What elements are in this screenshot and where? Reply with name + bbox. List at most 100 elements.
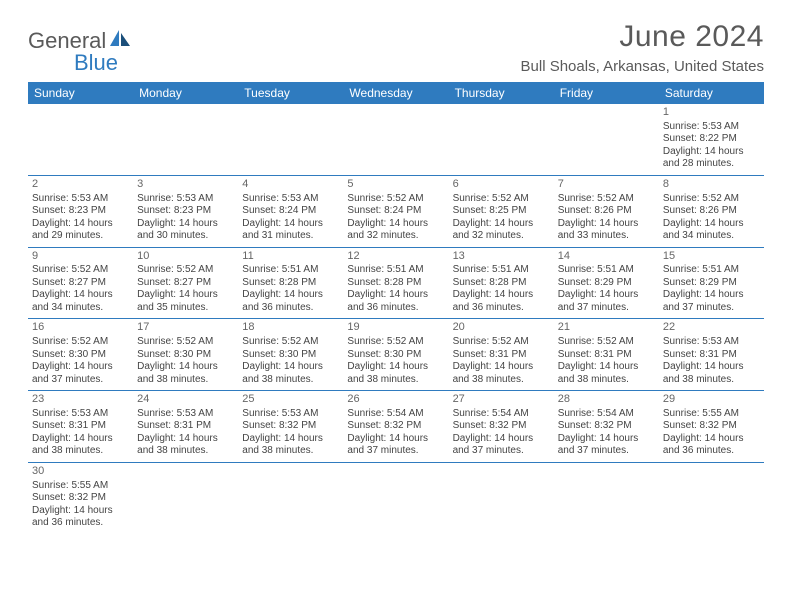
calendar-cell: 6Sunrise: 5:52 AMSunset: 8:25 PMDaylight…	[449, 175, 554, 247]
sunrise-line: Sunrise: 5:51 AM	[453, 264, 550, 277]
daylight-line: Daylight: 14 hours and 36 minutes.	[242, 289, 339, 314]
sunset-line: Sunset: 8:32 PM	[663, 420, 760, 433]
calendar-cell	[343, 462, 448, 533]
daylight-line: Daylight: 14 hours and 36 minutes.	[32, 505, 129, 530]
calendar-header-row: SundayMondayTuesdayWednesdayThursdayFrid…	[28, 82, 764, 104]
sunset-line: Sunset: 8:32 PM	[242, 420, 339, 433]
sunrise-line: Sunrise: 5:54 AM	[347, 408, 444, 421]
calendar-cell	[28, 104, 133, 175]
sunrise-line: Sunrise: 5:52 AM	[453, 336, 550, 349]
sunrise-line: Sunrise: 5:52 AM	[137, 336, 234, 349]
calendar-row: 9Sunrise: 5:52 AMSunset: 8:27 PMDaylight…	[28, 247, 764, 319]
calendar-cell: 20Sunrise: 5:52 AMSunset: 8:31 PMDayligh…	[449, 319, 554, 391]
sunrise-line: Sunrise: 5:52 AM	[32, 336, 129, 349]
logo: General Blue	[28, 28, 132, 76]
calendar-row: 16Sunrise: 5:52 AMSunset: 8:30 PMDayligh…	[28, 319, 764, 391]
sunset-line: Sunset: 8:30 PM	[347, 349, 444, 362]
daylight-line: Daylight: 14 hours and 29 minutes.	[32, 218, 129, 243]
day-number: 14	[558, 250, 655, 264]
day-number: 28	[558, 393, 655, 407]
sunrise-line: Sunrise: 5:52 AM	[558, 336, 655, 349]
daylight-line: Daylight: 14 hours and 38 minutes.	[453, 361, 550, 386]
day-number: 29	[663, 393, 760, 407]
sunset-line: Sunset: 8:32 PM	[453, 420, 550, 433]
sunrise-line: Sunrise: 5:53 AM	[32, 408, 129, 421]
day-number: 13	[453, 250, 550, 264]
daylight-line: Daylight: 14 hours and 38 minutes.	[242, 433, 339, 458]
calendar-cell: 17Sunrise: 5:52 AMSunset: 8:30 PMDayligh…	[133, 319, 238, 391]
calendar-row: 23Sunrise: 5:53 AMSunset: 8:31 PMDayligh…	[28, 391, 764, 463]
calendar-cell: 15Sunrise: 5:51 AMSunset: 8:29 PMDayligh…	[659, 247, 764, 319]
day-number: 8	[663, 178, 760, 192]
calendar-cell: 14Sunrise: 5:51 AMSunset: 8:29 PMDayligh…	[554, 247, 659, 319]
sunset-line: Sunset: 8:22 PM	[663, 133, 760, 146]
sunset-line: Sunset: 8:30 PM	[242, 349, 339, 362]
sunrise-line: Sunrise: 5:52 AM	[347, 336, 444, 349]
sunrise-line: Sunrise: 5:53 AM	[137, 193, 234, 206]
calendar-row: 2Sunrise: 5:53 AMSunset: 8:23 PMDaylight…	[28, 175, 764, 247]
calendar-cell: 30Sunrise: 5:55 AMSunset: 8:32 PMDayligh…	[28, 462, 133, 533]
sunset-line: Sunset: 8:32 PM	[32, 492, 129, 505]
sunset-line: Sunset: 8:26 PM	[558, 205, 655, 218]
day-number: 25	[242, 393, 339, 407]
sunset-line: Sunset: 8:32 PM	[558, 420, 655, 433]
weekday-header: Monday	[133, 82, 238, 104]
sunrise-line: Sunrise: 5:51 AM	[558, 264, 655, 277]
sunrise-line: Sunrise: 5:54 AM	[558, 408, 655, 421]
sunset-line: Sunset: 8:27 PM	[137, 277, 234, 290]
day-number: 3	[137, 178, 234, 192]
daylight-line: Daylight: 14 hours and 32 minutes.	[347, 218, 444, 243]
calendar-row: 30Sunrise: 5:55 AMSunset: 8:32 PMDayligh…	[28, 462, 764, 533]
day-number: 20	[453, 321, 550, 335]
day-number: 30	[32, 465, 129, 479]
sunrise-line: Sunrise: 5:52 AM	[137, 264, 234, 277]
daylight-line: Daylight: 14 hours and 37 minutes.	[32, 361, 129, 386]
day-number: 26	[347, 393, 444, 407]
day-number: 6	[453, 178, 550, 192]
sunrise-line: Sunrise: 5:54 AM	[453, 408, 550, 421]
daylight-line: Daylight: 14 hours and 28 minutes.	[663, 146, 760, 171]
sunset-line: Sunset: 8:32 PM	[347, 420, 444, 433]
day-number: 2	[32, 178, 129, 192]
calendar-cell	[133, 462, 238, 533]
sunrise-line: Sunrise: 5:51 AM	[663, 264, 760, 277]
daylight-line: Daylight: 14 hours and 38 minutes.	[663, 361, 760, 386]
daylight-line: Daylight: 14 hours and 35 minutes.	[137, 289, 234, 314]
sunrise-line: Sunrise: 5:55 AM	[663, 408, 760, 421]
daylight-line: Daylight: 14 hours and 32 minutes.	[453, 218, 550, 243]
calendar-cell: 22Sunrise: 5:53 AMSunset: 8:31 PMDayligh…	[659, 319, 764, 391]
sunrise-line: Sunrise: 5:52 AM	[558, 193, 655, 206]
sunset-line: Sunset: 8:28 PM	[347, 277, 444, 290]
day-number: 24	[137, 393, 234, 407]
calendar-cell: 23Sunrise: 5:53 AMSunset: 8:31 PMDayligh…	[28, 391, 133, 463]
daylight-line: Daylight: 14 hours and 36 minutes.	[347, 289, 444, 314]
sunrise-line: Sunrise: 5:53 AM	[242, 408, 339, 421]
daylight-line: Daylight: 14 hours and 37 minutes.	[663, 289, 760, 314]
weekday-header: Tuesday	[238, 82, 343, 104]
sunrise-line: Sunrise: 5:51 AM	[347, 264, 444, 277]
calendar-cell: 18Sunrise: 5:52 AMSunset: 8:30 PMDayligh…	[238, 319, 343, 391]
sunrise-line: Sunrise: 5:53 AM	[663, 121, 760, 134]
daylight-line: Daylight: 14 hours and 38 minutes.	[32, 433, 129, 458]
daylight-line: Daylight: 14 hours and 34 minutes.	[663, 218, 760, 243]
daylight-line: Daylight: 14 hours and 38 minutes.	[137, 433, 234, 458]
calendar-cell: 1Sunrise: 5:53 AMSunset: 8:22 PMDaylight…	[659, 104, 764, 175]
title-block: June 2024 Bull Shoals, Arkansas, United …	[521, 20, 764, 75]
sunrise-line: Sunrise: 5:52 AM	[347, 193, 444, 206]
daylight-line: Daylight: 14 hours and 37 minutes.	[558, 433, 655, 458]
sunset-line: Sunset: 8:31 PM	[137, 420, 234, 433]
sunrise-line: Sunrise: 5:51 AM	[242, 264, 339, 277]
sail-icon	[108, 28, 132, 48]
calendar-cell	[238, 104, 343, 175]
calendar-cell: 7Sunrise: 5:52 AMSunset: 8:26 PMDaylight…	[554, 175, 659, 247]
day-number: 10	[137, 250, 234, 264]
sunset-line: Sunset: 8:23 PM	[32, 205, 129, 218]
calendar-cell: 27Sunrise: 5:54 AMSunset: 8:32 PMDayligh…	[449, 391, 554, 463]
calendar-cell: 24Sunrise: 5:53 AMSunset: 8:31 PMDayligh…	[133, 391, 238, 463]
sunset-line: Sunset: 8:24 PM	[242, 205, 339, 218]
calendar-cell: 9Sunrise: 5:52 AMSunset: 8:27 PMDaylight…	[28, 247, 133, 319]
sunrise-line: Sunrise: 5:52 AM	[242, 336, 339, 349]
calendar-cell: 19Sunrise: 5:52 AMSunset: 8:30 PMDayligh…	[343, 319, 448, 391]
day-number: 7	[558, 178, 655, 192]
calendar-cell	[659, 462, 764, 533]
